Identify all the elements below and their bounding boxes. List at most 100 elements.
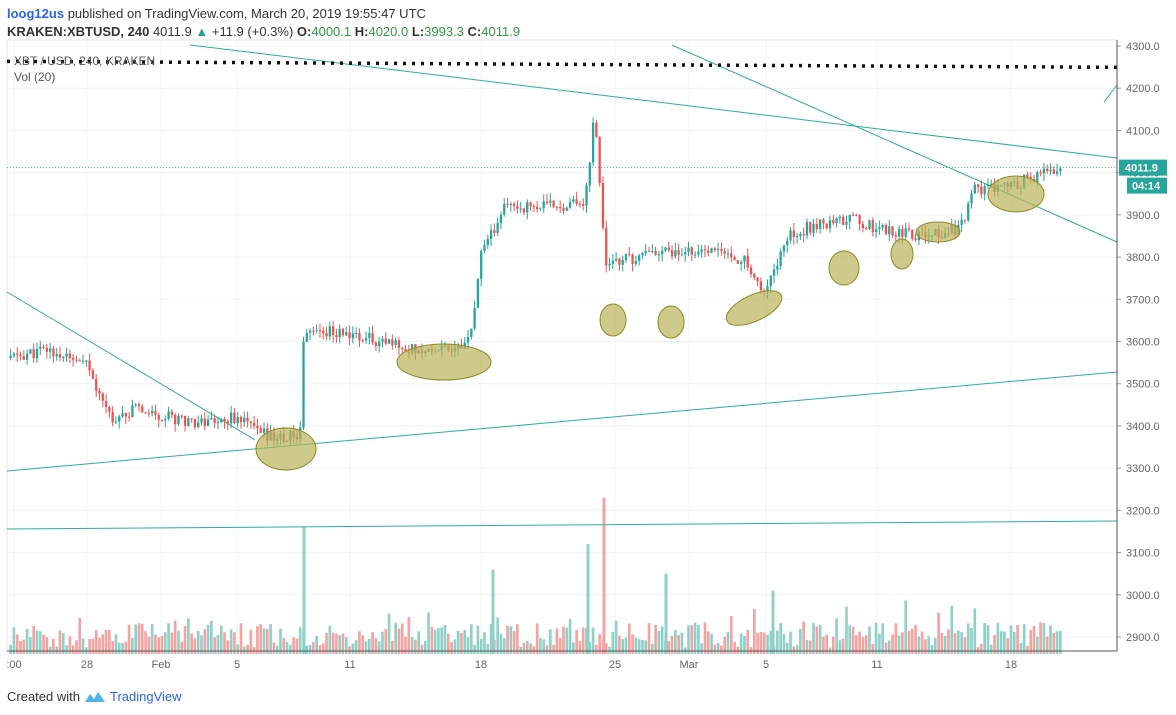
volume-bar — [693, 622, 697, 654]
volume-bar — [723, 636, 727, 654]
candle-body — [154, 410, 157, 415]
volume-bar — [1039, 622, 1042, 654]
publisher-name[interactable]: loog12us — [7, 6, 65, 21]
candle-body — [861, 223, 865, 229]
volume-bar — [736, 646, 740, 654]
volume-bar — [973, 608, 977, 654]
volume-bar — [644, 640, 648, 654]
dotted-resistance-line — [6, 59, 1118, 70]
candle-body — [914, 238, 917, 241]
candle-body — [588, 162, 591, 186]
volume-bar — [532, 646, 536, 654]
volume-bar — [193, 638, 197, 654]
candle-body — [638, 255, 641, 261]
countdown-tag: 04:14 — [1132, 181, 1161, 193]
volume-bar — [746, 629, 750, 654]
candle-body — [618, 258, 621, 265]
candle-body — [825, 223, 828, 229]
time-tick-label: :00 — [6, 659, 21, 671]
volume-bar — [387, 613, 391, 654]
candle-body — [371, 333, 374, 343]
volume-bar — [265, 628, 269, 654]
candle-body — [401, 347, 404, 350]
candle-body — [315, 330, 318, 332]
candle-body — [644, 251, 647, 254]
low-value: 3993.3 — [424, 24, 464, 39]
candle-body — [216, 422, 220, 424]
candle-body — [878, 227, 881, 230]
volume-bar — [157, 637, 161, 654]
volume-bar — [910, 628, 914, 654]
candle-body — [598, 136, 601, 184]
candle-body — [16, 353, 19, 355]
volume-bar — [1003, 631, 1006, 654]
time-tick-label: Mar — [680, 659, 699, 671]
volume-bar — [726, 632, 730, 654]
candle-body — [249, 421, 253, 423]
candle-body — [127, 416, 131, 418]
candle-body — [782, 245, 786, 252]
volume-bar — [957, 630, 960, 654]
close-label: C: — [467, 24, 482, 39]
candle-body — [381, 338, 384, 342]
candle-body — [170, 411, 174, 415]
volume-bar — [996, 622, 1000, 654]
volume-bar — [953, 633, 957, 654]
volume-bar — [766, 634, 769, 654]
volume-bar — [568, 619, 572, 654]
candle-body — [493, 230, 496, 234]
volume-bar — [805, 640, 809, 654]
volume-bar — [404, 636, 407, 654]
candle-body — [651, 251, 654, 253]
candle-body — [391, 339, 394, 346]
volume-bar — [466, 637, 470, 654]
volume-bar — [499, 633, 503, 654]
candle-body — [680, 254, 684, 256]
tradingview-brand[interactable]: TradingView — [109, 689, 182, 704]
volume-bar — [55, 646, 59, 654]
candle-body — [756, 277, 759, 282]
volume-bar — [483, 632, 486, 654]
volume-bar — [779, 623, 782, 654]
volume-spike — [664, 573, 668, 654]
volume-bar — [986, 625, 990, 654]
candle-body — [503, 203, 506, 215]
volume-bar — [463, 629, 467, 654]
candle-body — [88, 360, 91, 371]
highlight-ellipse — [987, 175, 1045, 213]
candle-body — [753, 273, 756, 278]
volume-bar — [391, 640, 394, 654]
volume-bar — [15, 634, 19, 654]
volume-bar — [180, 641, 184, 654]
volume-bar — [443, 624, 447, 654]
candle-body — [312, 330, 315, 332]
price-change: +11.9 (+0.3%) — [211, 24, 294, 39]
volume-bar — [433, 629, 437, 654]
volume-bar — [516, 624, 519, 654]
volume-bar — [45, 637, 49, 654]
volume-bar — [187, 618, 190, 654]
volume-bar — [1006, 638, 1010, 654]
volume-spike — [586, 544, 590, 654]
volume-bar — [729, 615, 733, 654]
volume-bar — [368, 638, 371, 654]
volume-bar — [35, 630, 39, 654]
volume-bar — [907, 631, 911, 654]
volume-bar — [242, 646, 246, 654]
volume-bar — [960, 632, 963, 654]
volume-bar — [535, 623, 539, 654]
candle-body — [1049, 169, 1052, 172]
volume-bar — [618, 635, 621, 654]
candle-body — [973, 184, 976, 194]
candle-body — [95, 378, 98, 391]
candle-body — [865, 228, 868, 230]
volume-bar — [502, 638, 506, 654]
candle-body — [160, 419, 164, 421]
volume-bar — [1022, 624, 1026, 654]
candle-body — [851, 214, 855, 216]
candle-body — [529, 202, 532, 207]
volume-bar — [9, 644, 12, 654]
candle-body — [516, 206, 519, 209]
countdown-tag-bg — [1127, 177, 1167, 194]
